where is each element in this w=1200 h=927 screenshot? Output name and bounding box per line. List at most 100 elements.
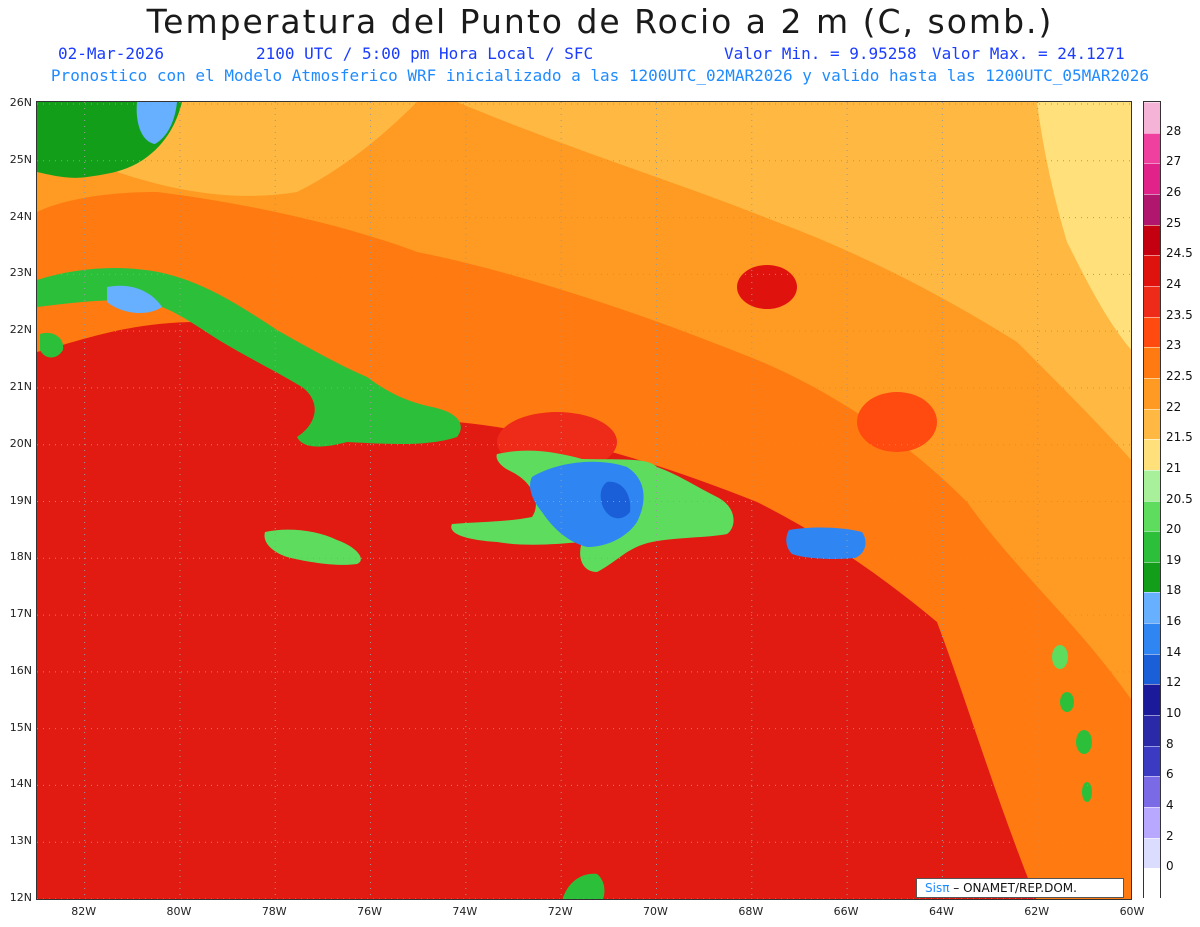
- colorbar-label: 24.5: [1166, 246, 1193, 261]
- colorbar-label: 6: [1166, 767, 1174, 782]
- colorbar-label: 21: [1166, 460, 1182, 475]
- lon-label: 66W: [833, 905, 859, 918]
- map-area[interactable]: [36, 101, 1132, 900]
- st-lucia-island: [1082, 782, 1092, 802]
- colorbar-label: 26: [1166, 184, 1182, 199]
- north-red-patch: [737, 265, 797, 309]
- colorbar-label: 2: [1166, 828, 1174, 843]
- colorbar-segment: [1144, 316, 1160, 349]
- colorbar-segment: [1144, 561, 1160, 594]
- colorbar-segment: [1144, 102, 1160, 134]
- colorbar-label: 12: [1166, 675, 1182, 690]
- colorbar-segment: [1144, 255, 1160, 287]
- lat-label: 14N: [9, 777, 32, 791]
- lat-label: 19N: [9, 493, 32, 507]
- lon-label: 60W: [1119, 905, 1145, 918]
- jamaica-land: [264, 529, 361, 565]
- colorbar-label: 22.5: [1166, 368, 1193, 383]
- map-title: Temperatura del Punto de Rocio a 2 m (C,…: [146, 2, 1054, 41]
- colorbar-label: 25: [1166, 215, 1182, 230]
- lon-label: 62W: [1024, 905, 1050, 918]
- cuba-land: [37, 268, 461, 447]
- lat-label: 24N: [9, 209, 32, 223]
- lat-label: 20N: [9, 436, 32, 450]
- lat-label: 15N: [9, 720, 32, 734]
- colorbar-label: 22: [1166, 399, 1182, 414]
- colorbar-label: 23: [1166, 338, 1182, 353]
- colorbar-label: 20: [1166, 522, 1182, 537]
- colorbar-segment: [1144, 623, 1160, 655]
- colorbar-label: 16: [1166, 614, 1182, 629]
- colorbar-label: 20.5: [1166, 491, 1193, 506]
- time-info-label: 2100 UTC / 5:00 pm Hora Local / SFC: [256, 44, 594, 63]
- far-east-yellow-region: [1037, 102, 1131, 350]
- martinique-island: [1076, 730, 1092, 754]
- forecast-info: Pronostico con el Modelo Atmosferico WRF…: [50, 66, 1150, 85]
- credit-brand: Sisπ: [925, 881, 950, 895]
- min-value-label: Valor Min. = 9.95258: [724, 44, 917, 63]
- colorbar-label: 27: [1166, 154, 1182, 169]
- colorbar-segment: [1144, 745, 1160, 778]
- lon-label: 80W: [166, 905, 192, 918]
- color-legend-bar: [1143, 101, 1161, 900]
- colorbar-segment: [1144, 377, 1160, 410]
- colorbar-segment: [1144, 531, 1160, 563]
- lon-label: 70W: [643, 905, 668, 918]
- colorbar-segment: [1144, 653, 1160, 686]
- colorbar-label: 23.5: [1166, 307, 1193, 322]
- isla-juventud: [40, 332, 64, 358]
- colorbar-label: 18: [1166, 583, 1182, 598]
- colorbar-label: 4: [1166, 798, 1174, 813]
- lat-label: 18N: [9, 550, 32, 564]
- date-label: 02-Mar-2026: [58, 44, 164, 63]
- colorbar-label: 28: [1166, 123, 1182, 138]
- colorbar-segment: [1144, 807, 1160, 839]
- guadeloupe-island: [1052, 645, 1068, 669]
- hispaniola-deep-core: [600, 481, 631, 519]
- lon-label: 82W: [71, 905, 97, 918]
- colorbar-segment: [1144, 193, 1160, 226]
- northeast-ocean-yellow-region: [457, 102, 1131, 460]
- lat-label: 21N: [9, 379, 32, 393]
- colorbar-segment: [1144, 347, 1160, 379]
- colorbar-segment: [1144, 132, 1160, 165]
- credit-org: – ONAMET/REP.DOM.: [949, 881, 1077, 895]
- south-america-coast: [562, 873, 605, 899]
- colorbar-segment: [1144, 439, 1160, 471]
- colorbar-segment: [1144, 163, 1160, 195]
- lon-label: 64W: [928, 905, 954, 918]
- central-red-patch: [857, 392, 937, 452]
- colorbar-label: 19: [1166, 552, 1182, 567]
- colorbar-label: 14: [1166, 644, 1182, 659]
- colorbar-segment: [1144, 837, 1160, 870]
- colorbar-segment: [1144, 868, 1160, 900]
- colorbar-label: 24: [1166, 276, 1182, 291]
- lake-okeechobee: [136, 102, 177, 144]
- colorbar-segment: [1144, 224, 1160, 257]
- colorbar-segment: [1144, 684, 1160, 717]
- lat-label: 12N: [9, 891, 32, 904]
- colorbar-segment: [1144, 715, 1160, 747]
- colorbar-segment: [1144, 469, 1160, 502]
- colorbar-label: 21.5: [1166, 430, 1193, 445]
- cuba-blue-zone: [107, 285, 162, 314]
- lat-label: 16N: [9, 663, 32, 677]
- lon-label: 68W: [738, 905, 764, 918]
- colorbar-segment: [1144, 285, 1160, 318]
- lon-label: 76W: [357, 905, 382, 918]
- lat-label: 22N: [9, 323, 32, 337]
- dominica-island: [1060, 692, 1074, 712]
- colorbar-label: 8: [1166, 736, 1174, 751]
- lat-label: 25N: [9, 152, 32, 166]
- colorbar-segment: [1144, 500, 1160, 533]
- lat-label: 26N: [9, 96, 32, 109]
- lon-label: 74W: [452, 905, 478, 918]
- colorbar-segment: [1144, 592, 1160, 625]
- lon-label: 78W: [261, 905, 287, 918]
- colorbar-label: 0: [1166, 859, 1174, 874]
- max-value-label: Valor Max. = 24.1271: [932, 44, 1125, 63]
- lat-label: 23N: [9, 266, 32, 280]
- lat-label: 17N: [9, 607, 32, 621]
- colorbar-segment: [1144, 776, 1160, 809]
- colorbar-label: 10: [1166, 706, 1182, 721]
